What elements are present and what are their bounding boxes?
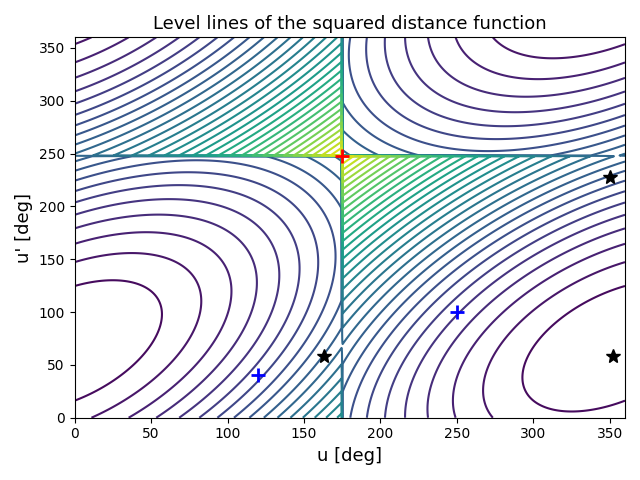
- Title: Level lines of the squared distance function: Level lines of the squared distance func…: [153, 15, 547, 33]
- X-axis label: u [deg]: u [deg]: [317, 447, 382, 465]
- Y-axis label: u' [deg]: u' [deg]: [15, 192, 33, 263]
